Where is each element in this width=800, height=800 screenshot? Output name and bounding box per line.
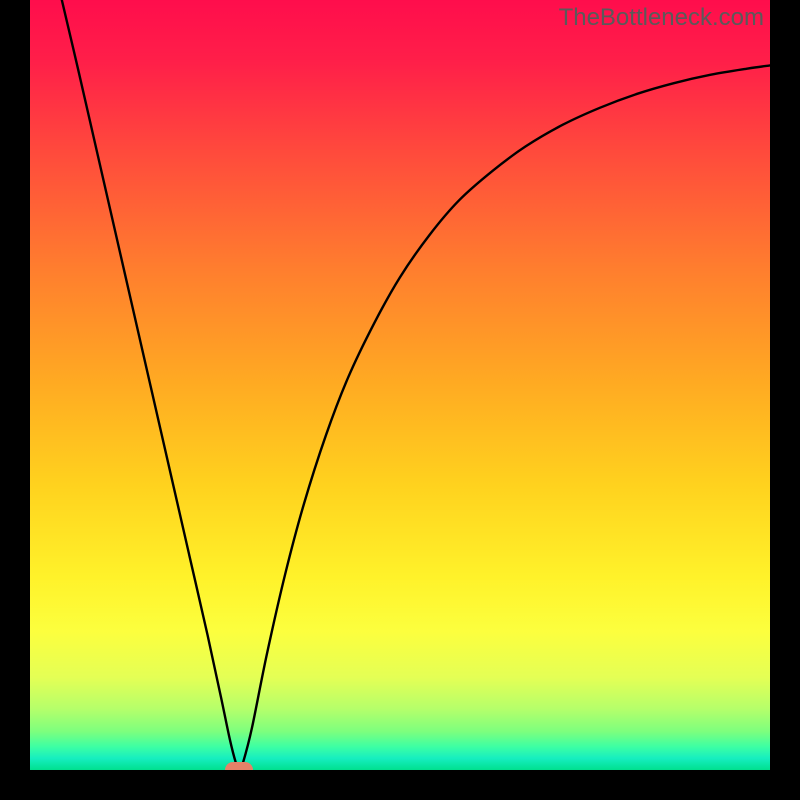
optimal-point-marker <box>225 762 253 770</box>
frame-left <box>0 0 30 800</box>
plot-area <box>30 0 770 770</box>
watermark-text: TheBottleneck.com <box>559 4 764 32</box>
frame-bottom <box>0 770 800 800</box>
bottleneck-curve <box>30 0 770 770</box>
frame-right <box>770 0 800 800</box>
